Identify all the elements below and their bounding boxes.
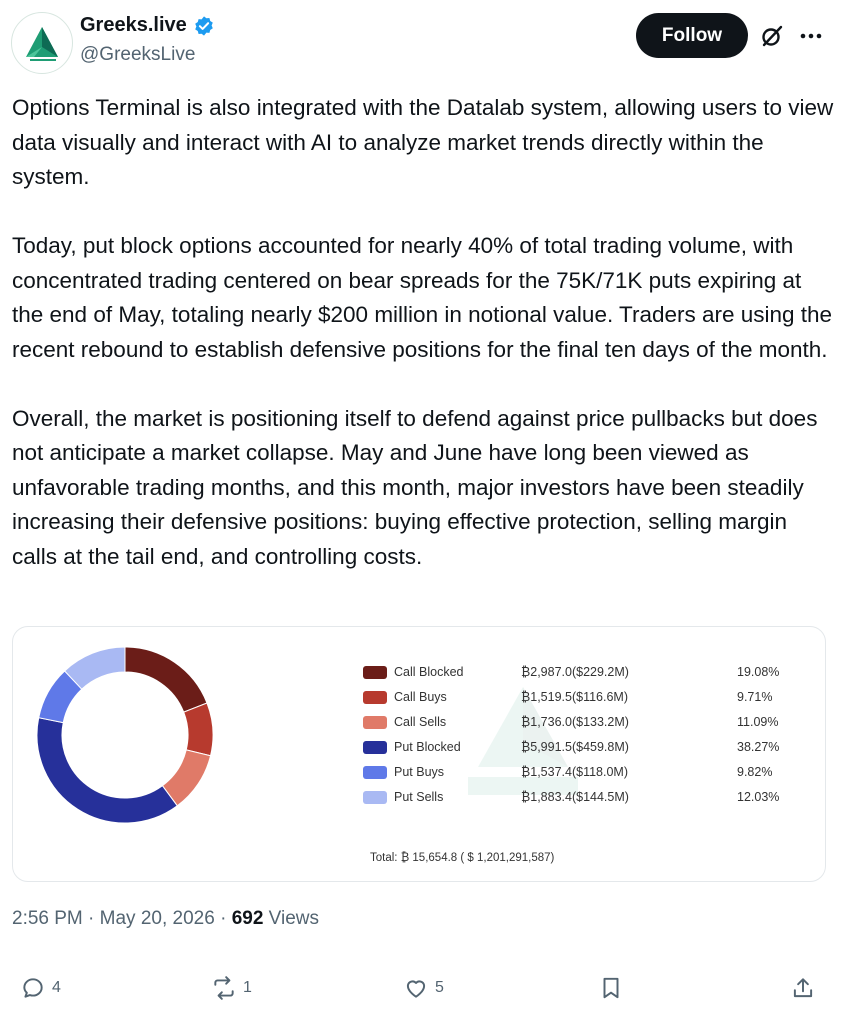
donut-chart	[36, 646, 214, 824]
legend-percent: 9.71%	[737, 690, 773, 704]
legend-swatch	[363, 691, 387, 704]
legend-value: ₿1,519.5($116.6M)	[521, 690, 629, 704]
heart-icon	[406, 980, 426, 998]
avatar[interactable]	[11, 12, 73, 74]
tweet-paragraph: Options Terminal is also integrated with…	[12, 95, 834, 189]
chart-total: Total: ₿ 15,654.8 ( $ 1,201,291,587)	[370, 852, 554, 864]
donut-slice-put-sells	[63, 646, 126, 690]
legend-swatch	[363, 716, 387, 729]
more-icon[interactable]	[796, 22, 826, 50]
legend-swatch	[363, 791, 387, 804]
total-usd: ( $ 1,201,291,587)	[460, 852, 555, 864]
total-label: Total:	[370, 852, 398, 864]
legend-swatch	[363, 766, 387, 779]
action-bar: 4 1 5	[0, 975, 845, 1015]
legend-percent: 19.08%	[737, 665, 780, 679]
legend-percent: 9.82%	[737, 765, 773, 779]
display-name-text: Greeks.live	[80, 14, 187, 36]
legend-label: Call Blocked	[394, 665, 464, 679]
legend-value: ₿1,736.0($133.2M)	[521, 715, 629, 729]
reply-button[interactable]: 4	[20, 975, 61, 1001]
views-label: Views	[268, 908, 320, 929]
legend-item: Call Blocked ₿2,987.0($229.2M) 19.08%	[363, 663, 803, 683]
display-name[interactable]: Greeks.live	[80, 14, 215, 37]
like-count: 5	[435, 979, 444, 996]
legend-percent: 11.09%	[737, 715, 779, 729]
verified-badge-icon	[194, 15, 213, 36]
repost-button[interactable]: 1	[211, 975, 252, 1001]
legend-percent: 12.03%	[737, 790, 780, 804]
legend-value: ₿5,991.5($459.8M)	[521, 740, 629, 754]
views-count: 692	[231, 908, 264, 929]
follow-button[interactable]: Follow	[636, 13, 748, 58]
chart-legend: Call Blocked ₿2,987.0($229.2M) 19.08% Ca…	[13, 627, 825, 881]
reply-count: 4	[52, 979, 61, 996]
handle[interactable]: @GreeksLive	[80, 44, 196, 65]
separator: ·	[88, 908, 95, 929]
separator: ·	[220, 908, 227, 929]
legend-label: Put Sells	[394, 790, 444, 804]
legend-item: Put Blocked ₿5,991.5($459.8M) 38.27%	[363, 738, 803, 758]
tweet-media-image[interactable]: Call Blocked ₿2,987.0($229.2M) 19.08% Ca…	[12, 626, 826, 882]
legend-percent: 38.27%	[737, 740, 780, 754]
share-button[interactable]	[790, 975, 816, 1001]
legend-swatch	[363, 666, 387, 679]
like-button[interactable]: 5	[403, 975, 444, 1001]
tweet-time[interactable]: 2:56 PM	[12, 908, 83, 929]
total-btc: ₿ 15,654.8	[400, 852, 458, 864]
legend-label: Put Blocked	[394, 740, 461, 754]
legend-value: ₿1,883.4($144.5M)	[521, 790, 629, 804]
bookmark-button[interactable]	[598, 975, 624, 1001]
legend-value: ₿1,537.4($118.0M)	[521, 765, 629, 779]
greeks-live-logo-icon	[26, 27, 58, 61]
legend-label: Put Buys	[394, 765, 445, 779]
legend-item: Call Buys ₿1,519.5($116.6M) 9.71%	[363, 688, 803, 708]
legend-swatch	[363, 741, 387, 754]
legend-label: Call Buys	[394, 690, 447, 704]
repost-icon	[214, 976, 234, 1000]
tweet-text: Options Terminal is also integrated with…	[12, 91, 834, 574]
bookmark-icon	[603, 977, 619, 999]
greeks-live-watermark-icon	[468, 687, 578, 795]
share-icon	[793, 978, 813, 998]
reply-icon	[23, 978, 43, 998]
legend-item: Put Buys ₿1,537.4($118.0M) 9.82%	[363, 763, 803, 783]
repost-count: 1	[243, 979, 252, 996]
tweet-paragraph: Today, put block options accounted for n…	[12, 233, 833, 362]
legend-value: ₿2,987.0($229.2M)	[521, 665, 629, 679]
tweet-date[interactable]: May 20, 2026	[99, 908, 215, 929]
donut-slice-put-blocked	[36, 717, 178, 824]
tweet-timestamp: 2:56 PM · May 20, 2026 · 692 Views	[12, 908, 319, 930]
grok-icon[interactable]	[760, 24, 784, 48]
tweet-paragraph: Overall, the market is positioning itsel…	[12, 405, 818, 569]
legend-item: Call Sells ₿1,736.0($133.2M) 11.09%	[363, 713, 803, 733]
legend-item: Put Sells ₿1,883.4($144.5M) 12.03%	[363, 788, 803, 808]
legend-label: Call Sells	[394, 715, 447, 729]
